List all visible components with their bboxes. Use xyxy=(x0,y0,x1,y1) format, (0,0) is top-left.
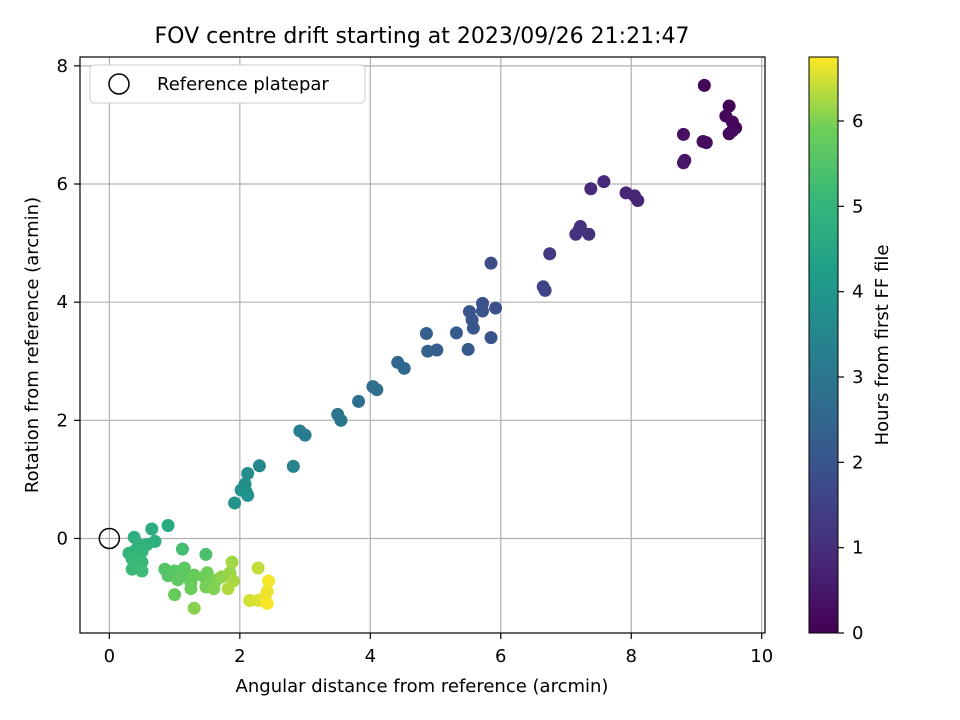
data-point xyxy=(543,247,557,261)
data-point xyxy=(135,564,149,578)
data-point xyxy=(489,301,503,315)
legend-box xyxy=(89,64,366,104)
data-point xyxy=(298,428,312,442)
data-point xyxy=(484,331,498,345)
data-point xyxy=(430,343,444,357)
data-point xyxy=(228,496,242,510)
x-axis-label: Angular distance from reference (arcmin) xyxy=(236,676,609,697)
data-point xyxy=(125,562,139,576)
data-point xyxy=(466,321,480,335)
colorbar-tick-label: 2 xyxy=(852,452,863,473)
y-tick-label: 2 xyxy=(57,410,68,431)
plot-frame xyxy=(79,56,766,634)
x-tick-label: 2 xyxy=(234,646,245,667)
legend-marker-reference xyxy=(108,73,130,95)
x-tick-label: 6 xyxy=(495,646,506,667)
data-point xyxy=(697,78,711,92)
data-point xyxy=(241,466,255,480)
data-point xyxy=(619,186,633,200)
data-point xyxy=(145,522,159,536)
data-point xyxy=(461,342,475,356)
colorbar-tick-label: 0 xyxy=(852,623,863,644)
data-point xyxy=(251,561,265,575)
data-point xyxy=(582,227,596,241)
colorbar-label: Hours from first FF file xyxy=(872,245,893,446)
x-tick-label: 0 xyxy=(104,646,115,667)
data-point xyxy=(260,585,274,599)
data-point xyxy=(187,601,201,615)
chart-title: FOV centre drift starting at 2023/09/26 … xyxy=(155,24,690,49)
y-axis-label: Rotation from reference (arcmin) xyxy=(22,197,43,493)
data-point xyxy=(199,547,213,561)
reference-platepar-marker xyxy=(98,527,121,550)
data-point xyxy=(538,283,552,297)
data-point xyxy=(171,573,185,587)
colorbar-tick-label: 3 xyxy=(852,367,863,388)
reference-marker-group xyxy=(98,527,121,550)
data-point xyxy=(584,182,598,196)
data-point xyxy=(484,256,498,270)
y-axis-ticks: 0 2 4 6 8 xyxy=(57,56,80,549)
colorbar-tick-label: 6 xyxy=(852,111,863,132)
data-point xyxy=(352,394,366,408)
data-points xyxy=(122,78,743,615)
data-point xyxy=(419,326,433,340)
data-point xyxy=(722,99,736,113)
colorbar-tick-label: 5 xyxy=(852,196,863,217)
colorbar-tick-label: 1 xyxy=(852,538,863,559)
legend: Reference platepar xyxy=(89,64,366,104)
data-point xyxy=(397,361,411,375)
data-point xyxy=(221,582,235,596)
data-point xyxy=(184,582,198,596)
data-point xyxy=(187,568,201,582)
y-tick-label: 8 xyxy=(57,56,68,77)
data-point xyxy=(597,175,611,189)
data-point xyxy=(676,156,690,170)
y-tick-label: 4 xyxy=(57,292,68,313)
data-point xyxy=(161,518,175,532)
data-point xyxy=(260,596,274,610)
colorbar: 0 1 2 3 4 5 6 Hours from first FF file xyxy=(808,56,893,644)
colorbar-ticks: 0 1 2 3 4 5 6 xyxy=(838,111,863,644)
data-point xyxy=(262,574,276,588)
colorbar-gradient xyxy=(808,56,839,634)
legend-label-reference: Reference platepar xyxy=(157,74,329,95)
data-point xyxy=(370,383,384,397)
data-point xyxy=(476,304,490,318)
data-point xyxy=(699,136,713,150)
data-point xyxy=(569,227,583,241)
data-point xyxy=(449,326,463,340)
data-point xyxy=(334,413,348,427)
data-point xyxy=(676,127,690,141)
colorbar-tick-label: 4 xyxy=(852,282,863,303)
data-point xyxy=(725,124,739,138)
y-tick-label: 0 xyxy=(57,528,68,549)
data-point xyxy=(225,555,239,569)
x-tick-label: 10 xyxy=(750,646,773,667)
x-tick-label: 8 xyxy=(626,646,637,667)
data-point xyxy=(252,459,266,473)
y-tick-label: 6 xyxy=(57,174,68,195)
x-tick-label: 4 xyxy=(365,646,376,667)
data-point xyxy=(286,459,300,473)
x-axis-ticks: 0 2 4 6 8 10 xyxy=(104,633,773,667)
data-point xyxy=(175,542,189,556)
data-point xyxy=(168,588,182,602)
data-point xyxy=(241,488,255,502)
data-point xyxy=(200,566,214,580)
